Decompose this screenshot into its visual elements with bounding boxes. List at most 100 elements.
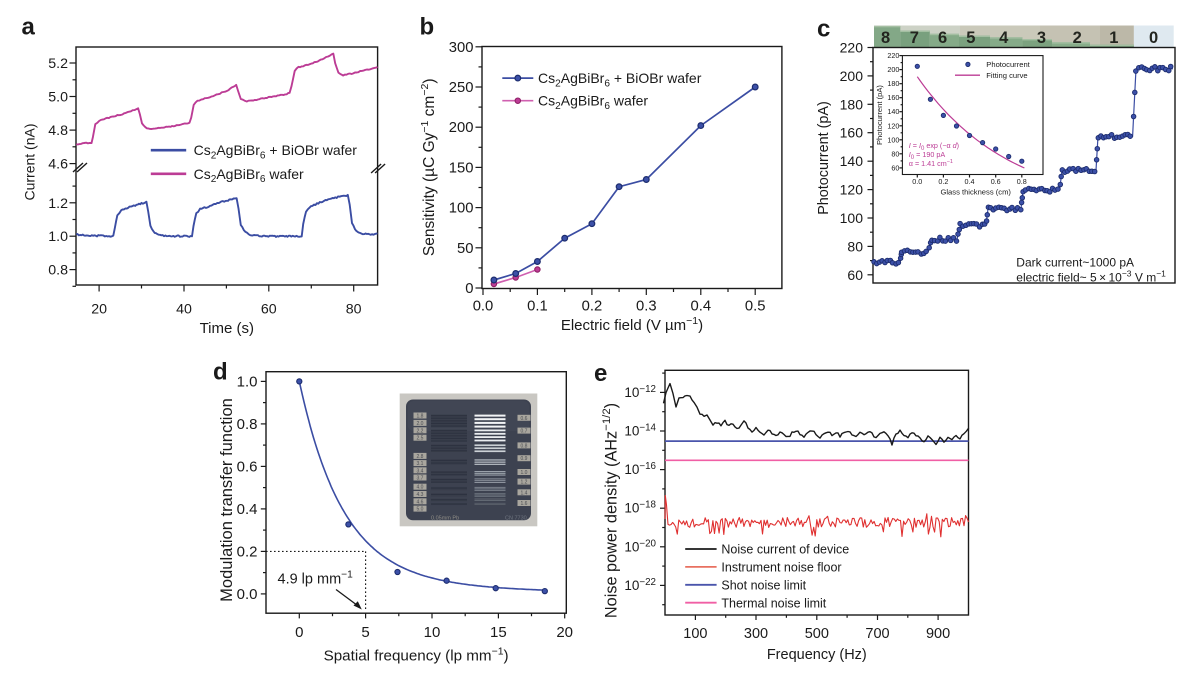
svg-text:2.5: 2.5 xyxy=(417,436,424,442)
svg-text:0: 0 xyxy=(1149,29,1158,47)
svg-text:50: 50 xyxy=(457,241,473,257)
svg-text:5: 5 xyxy=(361,624,369,641)
svg-text:20: 20 xyxy=(91,302,107,318)
svg-text:15: 15 xyxy=(490,624,507,641)
svg-text:4.8: 4.8 xyxy=(48,123,68,139)
svg-text:5.2: 5.2 xyxy=(48,56,68,72)
svg-text:10: 10 xyxy=(424,624,441,641)
svg-text:20: 20 xyxy=(556,624,573,641)
svg-text:Modulation transfer function: Modulation transfer function xyxy=(218,398,236,602)
svg-text:60: 60 xyxy=(261,302,277,318)
svg-text:0.2: 0.2 xyxy=(938,177,948,186)
svg-text:5: 5 xyxy=(966,29,975,47)
svg-text:900: 900 xyxy=(926,626,950,642)
svg-text:40: 40 xyxy=(176,302,192,318)
svg-text:d: d xyxy=(213,359,228,386)
svg-text:0.1: 0.1 xyxy=(527,299,548,315)
svg-text:Fitting curve: Fitting curve xyxy=(986,71,1027,80)
svg-text:2: 2 xyxy=(1073,29,1082,47)
svg-text:6: 6 xyxy=(938,29,947,47)
svg-text:3: 3 xyxy=(1037,29,1046,47)
svg-text:Thermal noise limit: Thermal noise limit xyxy=(721,596,826,610)
svg-text:80: 80 xyxy=(346,302,362,318)
svg-text:1: 1 xyxy=(1109,29,1118,47)
svg-text:1.6: 1.6 xyxy=(521,501,528,507)
svg-text:250: 250 xyxy=(449,80,474,96)
svg-text:Cs2AgBiBr6 wafer: Cs2AgBiBr6 wafer xyxy=(538,93,648,112)
svg-text:0.6: 0.6 xyxy=(237,458,258,475)
svg-text:160: 160 xyxy=(887,93,899,102)
svg-text:4.6: 4.6 xyxy=(417,499,424,505)
svg-text:5.0: 5.0 xyxy=(48,90,68,106)
svg-text:200: 200 xyxy=(449,120,474,136)
svg-text:c: c xyxy=(817,16,830,43)
svg-text:Cs2AgBiBr6 + BiOBr wafer: Cs2AgBiBr6 + BiOBr wafer xyxy=(194,142,358,161)
svg-text:1.2: 1.2 xyxy=(521,480,528,486)
svg-text:100: 100 xyxy=(683,626,707,642)
svg-text:0.6: 0.6 xyxy=(991,177,1001,186)
svg-text:4.3: 4.3 xyxy=(417,492,424,498)
svg-text:150: 150 xyxy=(449,160,474,176)
svg-text:120: 120 xyxy=(840,182,864,198)
svg-text:Photocurrent (pA): Photocurrent (pA) xyxy=(816,101,832,215)
svg-text:220: 220 xyxy=(840,40,864,56)
svg-text:Frequency (Hz): Frequency (Hz) xyxy=(767,647,867,663)
svg-text:0.9: 0.9 xyxy=(521,456,528,462)
svg-text:4: 4 xyxy=(999,29,1009,47)
svg-text:Time (s): Time (s) xyxy=(200,320,254,337)
svg-text:0.8: 0.8 xyxy=(521,443,528,449)
svg-text:180: 180 xyxy=(887,79,899,88)
svg-text:Current (nA): Current (nA) xyxy=(22,123,38,200)
svg-text:0.6: 0.6 xyxy=(521,416,528,422)
svg-text:e: e xyxy=(594,360,607,387)
svg-text:180: 180 xyxy=(840,96,864,112)
svg-text:80: 80 xyxy=(847,238,863,254)
svg-text:200: 200 xyxy=(887,65,899,74)
svg-text:0.2: 0.2 xyxy=(237,543,258,560)
svg-text:Cs2AgBiBr6 wafer: Cs2AgBiBr6 wafer xyxy=(194,166,304,185)
svg-text:100: 100 xyxy=(840,210,864,226)
svg-text:Sensitivity (µC Gy−1 cm−2): Sensitivity (µC Gy−1 cm−2) xyxy=(419,79,438,257)
svg-text:8: 8 xyxy=(881,29,890,47)
svg-text:Shot noise limit: Shot noise limit xyxy=(721,579,806,593)
svg-text:140: 140 xyxy=(887,107,899,116)
svg-text:Cs2AgBiBr6 + BiOBr wafer: Cs2AgBiBr6 + BiOBr wafer xyxy=(538,70,702,89)
svg-text:2.8: 2.8 xyxy=(417,454,424,460)
svg-text:I = I0 exp (−α d): I = I0 exp (−α d) xyxy=(909,141,959,152)
svg-text:3.1: 3.1 xyxy=(417,461,424,467)
svg-text:0.4: 0.4 xyxy=(965,177,975,186)
svg-text:0.4: 0.4 xyxy=(691,299,712,315)
svg-text:0.0: 0.0 xyxy=(237,586,258,603)
svg-text:0.2: 0.2 xyxy=(582,299,603,315)
svg-text:300: 300 xyxy=(449,40,474,56)
svg-text:5.0: 5.0 xyxy=(417,507,424,513)
svg-text:electric field~ 5 × 10−3 V m−1: electric field~ 5 × 10−3 V m−1 xyxy=(1016,269,1166,285)
svg-text:Electric field (V µm−1): Electric field (V µm−1) xyxy=(561,315,703,334)
svg-text:220: 220 xyxy=(887,51,899,60)
svg-text:4.0: 4.0 xyxy=(417,485,424,491)
svg-text:Instrument noise floor: Instrument noise floor xyxy=(721,561,841,575)
svg-text:200: 200 xyxy=(840,68,864,84)
svg-text:0.8: 0.8 xyxy=(237,416,258,433)
svg-text:2.0: 2.0 xyxy=(417,421,424,427)
svg-text:Photocurrent: Photocurrent xyxy=(986,60,1030,69)
svg-text:140: 140 xyxy=(840,153,864,169)
svg-text:80: 80 xyxy=(891,149,899,158)
svg-text:0.3: 0.3 xyxy=(636,299,657,315)
svg-text:0.8: 0.8 xyxy=(1017,177,1027,186)
svg-text:b: b xyxy=(420,14,435,41)
svg-text:I0 = 190 pA: I0 = 190 pA xyxy=(909,150,946,161)
svg-text:60: 60 xyxy=(891,163,899,172)
svg-text:4.9 lp mm−1: 4.9 lp mm−1 xyxy=(278,570,354,588)
svg-text:60: 60 xyxy=(847,267,863,283)
svg-text:1.0: 1.0 xyxy=(521,470,528,476)
svg-text:0.8: 0.8 xyxy=(48,263,68,279)
svg-text:4.6: 4.6 xyxy=(48,157,68,173)
svg-text:3.4: 3.4 xyxy=(417,468,424,474)
svg-text:0.4: 0.4 xyxy=(237,501,258,518)
svg-text:0.0: 0.0 xyxy=(473,299,494,315)
svg-text:0.7: 0.7 xyxy=(521,429,528,435)
svg-text:700: 700 xyxy=(865,626,889,642)
svg-text:0.5: 0.5 xyxy=(745,299,766,315)
svg-text:Noise power density (AHz−1/2): Noise power density (AHz−1/2) xyxy=(601,403,621,618)
